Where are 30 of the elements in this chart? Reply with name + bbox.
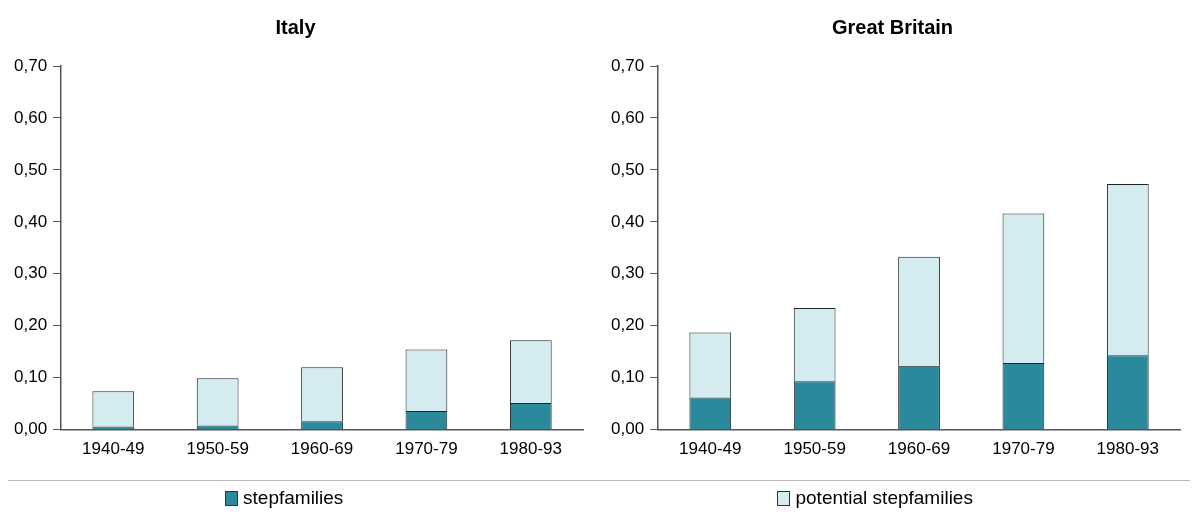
legend-label: potential stepfamilies bbox=[795, 487, 973, 509]
x-tick-label: 1960-69 bbox=[887, 439, 951, 459]
y-tick-label: 0,70 bbox=[13, 55, 48, 75]
y-tick-label: 0,20 bbox=[610, 315, 645, 335]
x-tick-label: 1950-59 bbox=[186, 439, 249, 459]
x-tick-label: 1940-49 bbox=[679, 439, 742, 459]
x-tick-label: 1950-59 bbox=[783, 439, 846, 459]
y-tick-label: 0,40 bbox=[13, 211, 48, 231]
x-tick-label: 1980-93 bbox=[1096, 439, 1159, 459]
x-tick-label: 1960-69 bbox=[290, 439, 354, 459]
x-tick-label: 1970-79 bbox=[395, 439, 458, 459]
y-tick-label: 0,10 bbox=[13, 367, 48, 387]
y-tick-label: 0,40 bbox=[610, 211, 645, 231]
y-tick-label: 0,60 bbox=[13, 107, 48, 127]
y-tick-label: 0,30 bbox=[610, 263, 645, 283]
y-tick-label: 0,30 bbox=[13, 263, 48, 283]
chart-title: Italy bbox=[275, 15, 317, 38]
y-tick-label: 0,00 bbox=[13, 419, 48, 439]
legend-label: stepfamilies bbox=[243, 487, 344, 509]
x-tick-label: 1980-93 bbox=[499, 439, 562, 459]
y-tick-label: 0,20 bbox=[13, 315, 48, 335]
y-tick-label: 0,50 bbox=[610, 159, 645, 179]
chart-title: Great Britain bbox=[831, 15, 954, 38]
y-tick-label: 0,10 bbox=[610, 367, 645, 387]
y-tick-label: 0,50 bbox=[13, 159, 48, 179]
y-tick-label: 0,70 bbox=[610, 55, 645, 75]
x-tick-label: 1970-79 bbox=[992, 439, 1055, 459]
x-tick-label: 1940-49 bbox=[82, 439, 145, 459]
y-tick-label: 0,00 bbox=[610, 419, 645, 439]
y-tick-label: 0,60 bbox=[610, 107, 645, 127]
